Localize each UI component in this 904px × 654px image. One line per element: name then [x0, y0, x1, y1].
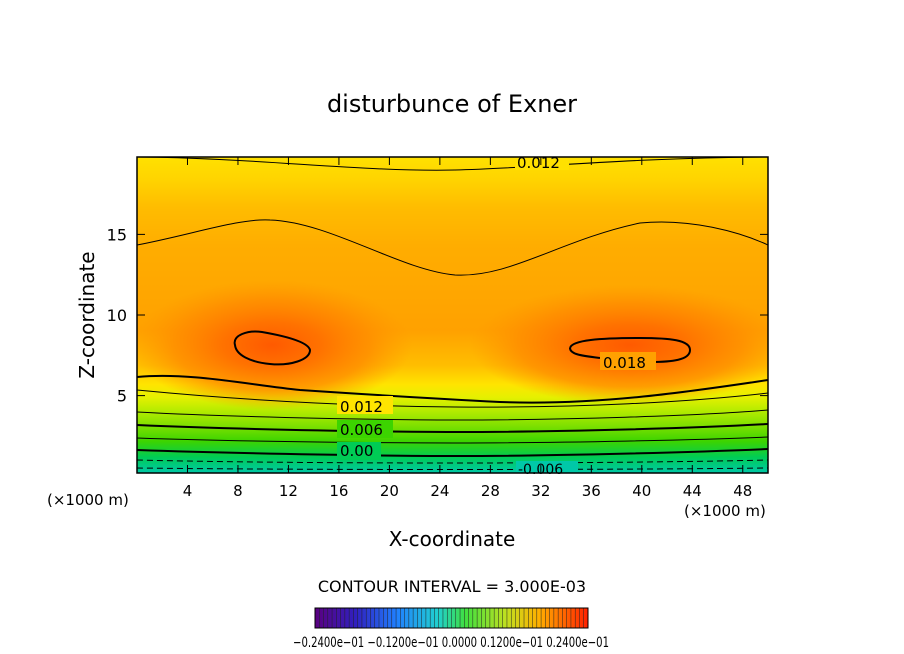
colorbar-frame — [314, 607, 589, 629]
x-axis: 4 8 12 16 20 24 28 32 36 40 44 48 — [183, 157, 752, 500]
x-tick-label: 12 — [279, 482, 298, 500]
y-tick-label: 5 — [117, 387, 127, 406]
colorbar — [314, 607, 589, 629]
colorbar-segments — [319, 608, 584, 628]
x-tick-label: 28 — [481, 482, 500, 500]
contour-line-0012 — [137, 374, 768, 404]
contour-line-zero — [137, 448, 768, 458]
x-tick-label: 36 — [582, 482, 601, 500]
contour-label: 0.018 — [603, 354, 646, 372]
max-region-right — [470, 285, 768, 405]
y-axis: 5 10 15 — [107, 225, 768, 406]
x-tick-label: 8 — [233, 482, 243, 500]
x-end-unit-note: (×1000 m) — [684, 502, 766, 520]
contour-line-mid2 — [137, 409, 768, 421]
colorbar-labels: −0.2400e−01 −0.1200e−01 0.0000 0.1200e−0… — [293, 635, 609, 651]
contour-line-max-right — [569, 336, 692, 363]
y-tick-label: 15 — [107, 225, 127, 244]
contour-interval-label: CONTOUR INTERVAL = 3.000E-03 — [318, 577, 586, 596]
contour-label: 0.012 — [517, 154, 560, 172]
x-tick-label: 20 — [380, 482, 399, 500]
chart-title: disturbunce of Exner — [327, 90, 577, 118]
x-tick-label: 4 — [183, 482, 193, 500]
contour-line-upper — [137, 219, 768, 276]
x-tick-label: 40 — [632, 482, 651, 500]
x-tick-label: 24 — [430, 482, 449, 500]
contour-label: 0.006 — [340, 421, 383, 439]
contour-plot — [137, 157, 768, 473]
contour-line-neg2 — [137, 467, 768, 470]
contour-line-neg1 — [137, 459, 768, 464]
y-axis-label: Z-coordinate — [75, 251, 99, 378]
x-origin-unit-note: (×1000 m) — [47, 491, 129, 509]
contour-line-max-left — [233, 330, 312, 366]
contour-labels: 0.012 0.018 0.012 0.006 0.00 -0.006 — [340, 154, 646, 478]
y-tick-label: 10 — [107, 306, 127, 325]
x-tick-label: 44 — [683, 482, 702, 500]
contour-line-mid1 — [137, 389, 768, 408]
x-tick-label: 32 — [531, 482, 550, 500]
contour-line-0006 — [137, 423, 768, 434]
contour-label: 0.00 — [340, 442, 373, 460]
x-tick-label: 16 — [329, 482, 348, 500]
contour-label: 0.012 — [340, 398, 383, 416]
max-region-left — [137, 280, 412, 410]
x-tick-label: 48 — [733, 482, 752, 500]
contour-line-top — [137, 157, 768, 171]
contour-line-low1 — [137, 436, 768, 444]
x-axis-label: X-coordinate — [389, 527, 516, 551]
